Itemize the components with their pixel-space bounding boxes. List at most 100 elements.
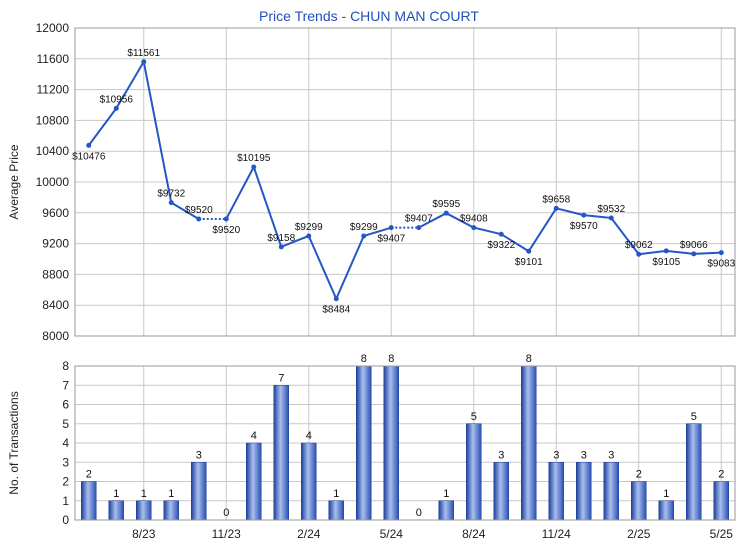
price-data-label: $9105 xyxy=(652,257,680,268)
transaction-count-label: 8 xyxy=(388,353,394,365)
price-point xyxy=(141,59,147,65)
price-line-segment xyxy=(418,212,447,229)
transaction-count-label: 4 xyxy=(306,430,312,442)
transactions-y-tick-label: 0 xyxy=(62,513,69,527)
transaction-count-label: 2 xyxy=(86,469,92,481)
price-data-label: $9520 xyxy=(212,225,240,236)
transaction-count-label: 0 xyxy=(223,507,229,519)
price-line-segment xyxy=(307,235,338,300)
transaction-count-label: 3 xyxy=(581,449,587,461)
transactions-y-tick-label: 7 xyxy=(62,378,69,392)
price-point xyxy=(471,225,477,231)
price-point xyxy=(333,296,339,302)
price-y-tick-label: 9600 xyxy=(42,206,69,220)
price-line-segment xyxy=(142,61,173,203)
transaction-count-label: 3 xyxy=(608,449,614,461)
price-y-axis-label: Average Price xyxy=(7,144,21,219)
price-point xyxy=(553,205,559,211)
price-data-label: $9532 xyxy=(597,204,625,215)
price-y-tick-label: 8000 xyxy=(42,329,69,343)
price-point xyxy=(498,231,504,237)
price-line-segment xyxy=(115,61,145,109)
price-data-label: $9158 xyxy=(267,233,295,244)
price-line-segment xyxy=(280,235,310,248)
price-line-segment xyxy=(252,166,283,248)
x-axis-tick-label: 8/24 xyxy=(462,527,486,541)
price-line-segment xyxy=(473,226,502,236)
price-y-tick-label: 10800 xyxy=(36,113,70,127)
transaction-bar xyxy=(493,462,509,521)
transactions-y-tick-label: 6 xyxy=(62,398,69,412)
price-point xyxy=(526,248,532,254)
price-line-segment xyxy=(170,201,200,220)
price-point xyxy=(718,250,724,256)
x-axis-tick-label: 8/23 xyxy=(132,527,156,541)
chart-title: Price Trends - CHUN MAN COURT xyxy=(259,8,479,24)
transactions-y-tick-label: 2 xyxy=(62,475,69,489)
price-data-label: $9570 xyxy=(570,221,598,232)
price-data-label: $9299 xyxy=(295,222,323,233)
transaction-count-label: 8 xyxy=(361,353,367,365)
price-data-label: $9407 xyxy=(377,234,405,245)
price-data-label: $9520 xyxy=(185,205,213,216)
price-data-label: $11561 xyxy=(127,48,160,59)
transactions-y-tick-label: 1 xyxy=(62,494,69,508)
price-data-label: $10956 xyxy=(100,94,134,105)
transaction-count-label: 3 xyxy=(553,449,559,461)
price-y-tick-label: 11600 xyxy=(37,52,70,66)
price-data-label: $9595 xyxy=(432,199,460,210)
price-data-label: $9408 xyxy=(460,214,488,225)
transaction-bar xyxy=(356,365,372,521)
transaction-count-label: 7 xyxy=(278,372,284,384)
price-point xyxy=(306,233,312,239)
x-axis-tick-label: 5/24 xyxy=(380,527,404,541)
price-data-label: $9407 xyxy=(405,214,433,225)
price-line-segment xyxy=(335,235,365,300)
transaction-count-label: 1 xyxy=(663,488,669,500)
price-line-segment xyxy=(445,212,475,229)
price-data-label: $10476 xyxy=(72,151,106,162)
transactions-y-tick-label: 5 xyxy=(62,417,69,431)
transactions-y-axis-label: No. of Transactions xyxy=(7,391,21,494)
price-point xyxy=(691,251,697,257)
price-point xyxy=(361,233,367,239)
price-data-label: $9083 xyxy=(707,259,735,270)
transactions-y-tick-label: 4 xyxy=(62,436,69,450)
transaction-count-label: 0 xyxy=(416,507,422,519)
transaction-count-label: 3 xyxy=(498,449,504,461)
transaction-bar xyxy=(438,500,454,521)
price-point xyxy=(388,225,394,231)
price-point xyxy=(223,216,229,222)
price-point xyxy=(608,215,614,221)
transaction-bar xyxy=(603,462,619,521)
transaction-bar xyxy=(548,462,564,521)
transaction-count-label: 1 xyxy=(333,488,339,500)
price-line-segment xyxy=(87,107,118,146)
price-point xyxy=(581,212,587,218)
price-data-label: $9066 xyxy=(680,240,708,251)
price-data-label: $9322 xyxy=(487,240,515,251)
price-y-tick-label: 8400 xyxy=(42,298,69,312)
price-point xyxy=(663,248,669,254)
price-line-segment xyxy=(610,217,640,255)
price-data-label: $9101 xyxy=(515,257,543,268)
transaction-bar xyxy=(163,500,179,521)
price-line-segment xyxy=(638,249,667,256)
transaction-count-label: 1 xyxy=(141,488,147,500)
price-point xyxy=(113,105,119,111)
transaction-count-label: 2 xyxy=(718,469,724,481)
price-point xyxy=(251,164,257,170)
transaction-bar xyxy=(631,481,647,521)
transaction-bar xyxy=(576,462,592,521)
transaction-bar xyxy=(521,365,537,521)
transaction-count-label: 1 xyxy=(113,488,119,500)
price-plot-frame xyxy=(74,27,736,337)
transaction-count-label: 4 xyxy=(251,430,257,442)
price-y-tick-label: 10400 xyxy=(36,144,70,158)
price-data-label: $9732 xyxy=(157,189,185,200)
x-axis-tick-label: 2/24 xyxy=(297,527,321,541)
transaction-bar xyxy=(383,365,399,521)
transaction-bar xyxy=(686,423,702,521)
x-axis-tick-label: 2/25 xyxy=(627,527,651,541)
